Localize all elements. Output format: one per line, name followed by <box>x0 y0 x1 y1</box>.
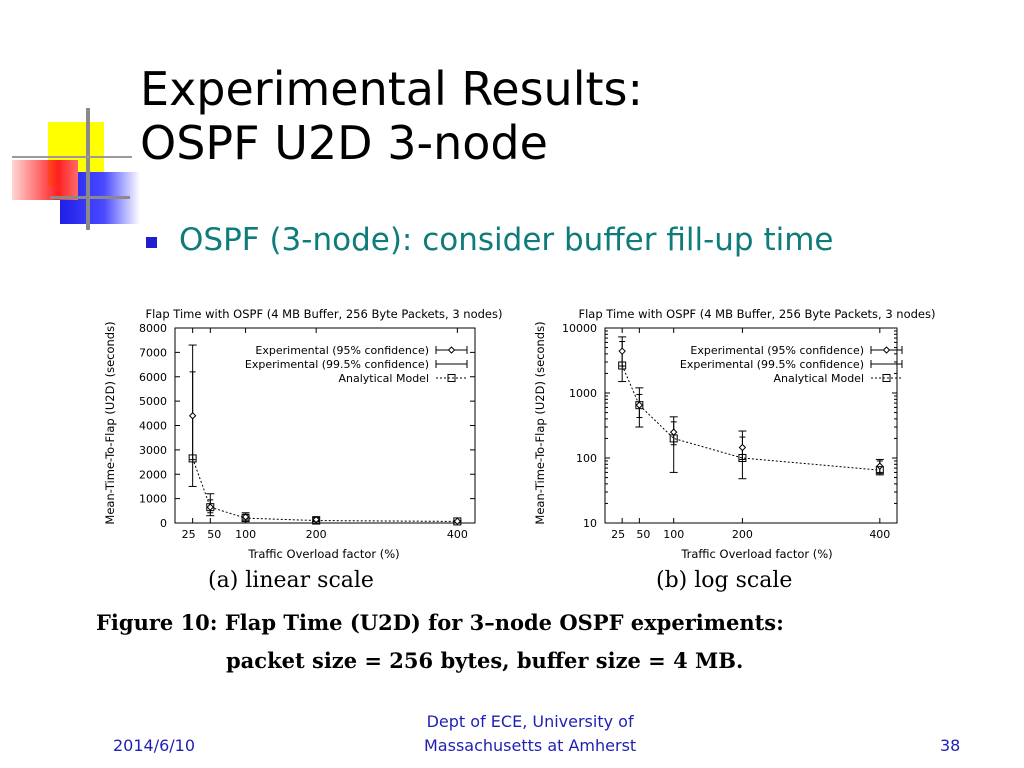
legend-sample-experimental-95 <box>870 346 903 354</box>
legend-label-analytical-model: Analytical Model <box>338 372 429 385</box>
plot-marks <box>188 344 462 526</box>
y-tick-label: 6000 <box>139 371 167 384</box>
chart-legend: Experimental (95% confidence) Experiment… <box>245 344 429 385</box>
analytical-model-point <box>635 401 644 410</box>
y-tick-label: 10 <box>583 517 597 530</box>
y-tick-label: 2000 <box>139 468 167 481</box>
analytical-model-point <box>188 454 197 463</box>
figure-caption-line2: packet size = 256 bytes, buffer size = 4… <box>226 648 744 673</box>
plot-axes: 10 100 1000 10000 25 50 100 200 400 <box>562 322 898 541</box>
y-tick-label: 0 <box>160 517 167 530</box>
slide-title-line1: Experimental Results: <box>140 62 643 116</box>
experimental-95-point <box>206 503 215 511</box>
subfigure-caption-a: (a) linear scale <box>208 568 374 593</box>
y-tick-label: 1000 <box>569 387 597 400</box>
y-tick-label: 1000 <box>139 493 167 506</box>
analytical-model-point <box>669 434 678 443</box>
chart-legend: Experimental (95% confidence) Experiment… <box>680 344 864 385</box>
experimental-95-point <box>618 347 626 355</box>
experimental-95-point <box>188 412 197 420</box>
x-tick-label: 25 <box>182 528 196 541</box>
plot-frame <box>604 327 898 524</box>
x-tick-label: 25 <box>611 528 625 541</box>
experimental-95-point <box>876 462 884 470</box>
x-tick-label: 50 <box>636 528 650 541</box>
analytical-model-line <box>621 365 880 471</box>
legend-sample-analytical-model <box>871 374 902 382</box>
chart-log: Flap Time with OSPF (4 MB Buffer, 256 By… <box>533 307 936 561</box>
legend-sample-experimental-99-5 <box>870 360 903 368</box>
legend-label-experimental-99-5: Experimental (99.5% confidence) <box>680 358 864 371</box>
y-tick-label: 10000 <box>562 322 597 335</box>
x-tick-label: 50 <box>207 528 221 541</box>
bullet-item: OSPF (3-node): consider buffer fill-up t… <box>146 222 834 258</box>
experimental-95-point <box>312 515 320 524</box>
x-axis-label: Traffic Overload factor (%) <box>247 547 399 561</box>
analytical-model-line <box>192 458 458 522</box>
chart-title: Flap Time with OSPF (4 MB Buffer, 256 By… <box>146 307 503 321</box>
analytical-model-point <box>875 466 884 475</box>
plot-axes: 0 1000 2000 3000 4000 5000 6000 7000 8000 25 50 100… <box>139 322 476 541</box>
legend-sample-analytical-model <box>436 374 467 382</box>
legend-label-experimental-99-5: Experimental (99.5% confidence) <box>245 358 429 371</box>
legend-sample-experimental-95 <box>435 346 468 354</box>
footer-date: 2014/6/10 <box>113 736 196 755</box>
footer-page-number: 38 <box>940 736 961 755</box>
footer-organization: Dept of ECE, University of Massachusetts… <box>424 710 636 758</box>
legend-samples <box>870 346 903 382</box>
legend-samples <box>435 346 468 382</box>
plot-marks <box>618 336 884 480</box>
bullet-text: OSPF (3-node): consider buffer fill-up t… <box>179 222 834 258</box>
legend-sample-experimental-99-5 <box>435 360 468 368</box>
figure-caption-line1: Figure 10: Flap Time (U2D) for 3–node OS… <box>96 610 784 635</box>
bullet-square-icon <box>146 236 157 248</box>
y-tick-label: 3000 <box>139 444 167 457</box>
chart-title: Flap Time with OSPF (4 MB Buffer, 256 By… <box>579 307 936 321</box>
analytical-model-point <box>453 517 462 526</box>
slide-title: Experimental Results: OSPF U2D 3-node <box>140 62 643 170</box>
experimental-95-point <box>738 443 747 452</box>
analytical-model-point <box>241 514 250 523</box>
chart-linear: Flap Time with OSPF (4 MB Buffer, 256 By… <box>103 307 503 561</box>
analytical-model-point <box>618 361 627 370</box>
legend-label-experimental-95: Experimental (95% confidence) <box>690 344 864 357</box>
slide-title-line2: OSPF U2D 3-node <box>140 116 548 170</box>
experimental-95-point <box>453 517 462 525</box>
y-axis-label: Mean-Time-To-Flap (U2D) (seconds) <box>103 321 117 524</box>
footer-organization-line1: Dept of ECE, University of <box>426 712 634 731</box>
footer-organization-line2: Massachusetts at Amherst <box>424 736 637 755</box>
experimental-95-point <box>635 401 644 409</box>
subfigure-caption-b: (b) log scale <box>656 568 793 593</box>
y-tick-label: 100 <box>576 452 597 465</box>
x-tick-label: 200 <box>732 528 753 541</box>
x-tick-label: 200 <box>306 528 327 541</box>
x-tick-label: 100 <box>663 528 684 541</box>
experimental-95-point <box>669 428 678 436</box>
experimental-95-point <box>241 513 250 521</box>
decorative-squares <box>0 100 140 230</box>
y-tick-label: 5000 <box>139 395 167 408</box>
x-axis-label: Traffic Overload factor (%) <box>680 547 832 561</box>
x-tick-label: 100 <box>235 528 256 541</box>
y-axis-label: Mean-Time-To-Flap (U2D) (seconds) <box>533 321 547 524</box>
y-tick-label: 7000 <box>139 346 167 359</box>
analytical-model-point <box>206 503 215 512</box>
analytical-model-point <box>738 454 747 462</box>
legend-label-analytical-model: Analytical Model <box>773 372 864 385</box>
analytical-model-point <box>312 516 321 525</box>
y-tick-label: 8000 <box>139 322 167 335</box>
x-tick-label: 400 <box>447 528 468 541</box>
legend-label-experimental-95: Experimental (95% confidence) <box>255 344 429 357</box>
x-tick-label: 400 <box>869 528 890 541</box>
y-tick-label: 4000 <box>139 420 167 433</box>
